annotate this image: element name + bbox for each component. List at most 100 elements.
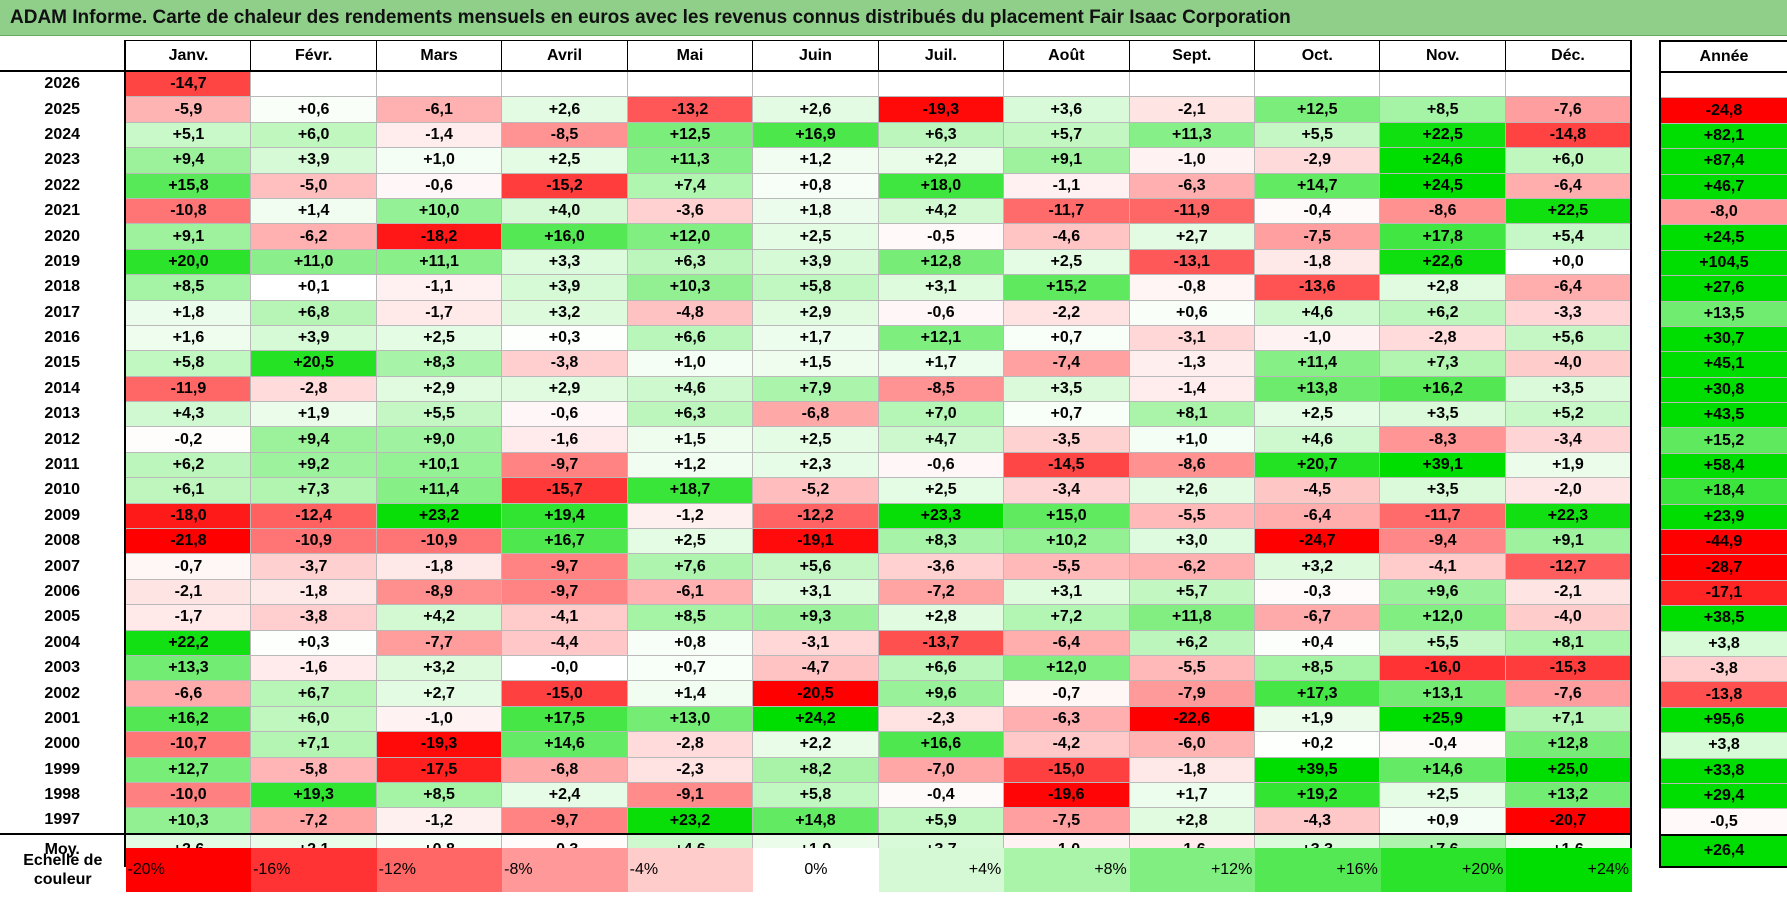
heatmap-cell: -6,3 xyxy=(1128,172,1256,199)
heatmap-cell: -1,8 xyxy=(1254,248,1381,276)
heatmap-cell: +2,6 xyxy=(501,96,628,123)
heatmap-cell: +10,1 xyxy=(375,451,503,479)
year-label: 2008 xyxy=(0,528,127,554)
heatmap-cell: +1,0 xyxy=(626,350,754,377)
heatmap-cell xyxy=(752,70,879,98)
heatmap-cell: -18,0 xyxy=(124,502,252,530)
table-row: 2014 -11,9 -2,8 +2,9 +2,9 +4,6 +7,9 -8,5 +3,5 -1,… xyxy=(0,375,1632,403)
table-row: 2026 -14,7 xyxy=(0,70,1632,98)
heatmap-cell: +1,4 xyxy=(626,680,754,707)
heatmap-cell: -13,1 xyxy=(1128,248,1256,276)
heatmap-cell: +1,7 xyxy=(877,350,1005,377)
heatmap-cell: -8,5 xyxy=(501,121,628,149)
heatmap-cell: -9,4 xyxy=(1379,528,1506,555)
heatmap-cell xyxy=(626,70,754,98)
heatmap-cell: +3,5 xyxy=(1379,477,1506,504)
heatmap-cell: -6,6 xyxy=(124,680,252,707)
heatmap-cell: +6,0 xyxy=(1504,147,1632,174)
heatmap-cell: +19,4 xyxy=(501,502,628,530)
heatmap-cell: +12,5 xyxy=(626,121,754,149)
table-row: 2005 -1,7 -3,8 +4,2 -4,1 +8,5 +9,3 +2,8 +7,2 +11,… xyxy=(0,604,1632,631)
heatmap-cell: -1,1 xyxy=(1003,172,1130,199)
heatmap-cell: -7,4 xyxy=(1003,350,1130,377)
heatmap-cell: -19,6 xyxy=(1003,781,1130,809)
heatmap-cell: -4,6 xyxy=(1003,223,1130,250)
heatmap-cell: +20,5 xyxy=(250,350,377,377)
heatmap-cell: +1,9 xyxy=(1254,705,1381,733)
heatmap-cell: +19,2 xyxy=(1254,781,1381,809)
heatmap-cell: +11,4 xyxy=(1254,350,1381,377)
heatmap-cell: -5,2 xyxy=(752,477,879,504)
heatmap-cell: -6,0 xyxy=(1128,731,1256,758)
table-row: 2002 -6,6 +6,7 +2,7 -15,0 +1,4 -20,5 +9,6 -0,7 -7… xyxy=(0,680,1632,707)
heatmap-cell: -14,8 xyxy=(1504,121,1632,149)
annual-cell: +95,6 xyxy=(1659,707,1787,734)
heatmap-cell: +7,9 xyxy=(752,375,879,403)
annual-cell: +82,1 xyxy=(1659,123,1787,150)
color-scale-legend: Echelle de couleur -20% -16% -12% -8% -4% 0% +4… xyxy=(0,848,1632,892)
heatmap-cell: +14,7 xyxy=(1254,172,1381,199)
heatmap-cell: -1,0 xyxy=(1128,147,1256,174)
heatmap-cell: -12,7 xyxy=(1504,553,1632,580)
heatmap-cell: -9,1 xyxy=(626,781,754,809)
heatmap-cell: +14,6 xyxy=(501,731,628,758)
annual-row: +38,5 xyxy=(1659,605,1787,632)
annual-cell: +104,5 xyxy=(1659,250,1787,277)
month-header-dec: Déc. xyxy=(1504,40,1632,72)
heatmap-cell: -6,1 xyxy=(375,96,503,123)
year-label: 2016 xyxy=(0,325,127,351)
color-scale-swatch: -8% xyxy=(502,848,628,892)
year-label: 2021 xyxy=(0,198,127,224)
annual-cell: +3,8 xyxy=(1659,732,1787,759)
heatmap-cell: +11,0 xyxy=(250,248,377,276)
heatmap-cell: +6,2 xyxy=(1128,629,1256,656)
heatmap-cell: -4,1 xyxy=(1379,553,1506,580)
table-row: 2010 +6,1 +7,3 +11,4 -15,7 +18,7 -5,2 +2,5 -3,4 +… xyxy=(0,477,1632,504)
heatmap-cell: +3,1 xyxy=(752,578,879,606)
heatmap-cell: +17,3 xyxy=(1254,680,1381,707)
heatmap-cell: +12,0 xyxy=(1003,654,1130,682)
year-label: 2006 xyxy=(0,579,127,605)
annual-row xyxy=(1659,72,1787,99)
heatmap-cell: +3,2 xyxy=(501,299,628,326)
month-header-oct: Oct. xyxy=(1254,40,1381,72)
heatmap-cell: +2,2 xyxy=(877,147,1005,174)
annual-cell: +27,6 xyxy=(1659,275,1787,302)
color-scale-swatch: 0% xyxy=(753,848,879,892)
heatmap-cell: +0,1 xyxy=(250,274,377,301)
heatmap-cell: +0,4 xyxy=(1254,629,1381,656)
annual-row: +29,4 xyxy=(1659,783,1787,810)
heatmap-cell: +13,1 xyxy=(1379,680,1506,707)
heatmap-cell xyxy=(375,70,503,98)
table-row: 2023 +9,4 +3,9 +1,0 +2,5 +11,3 +1,2 +2,2 +9,1 -1,… xyxy=(0,147,1632,174)
annual-row: -28,7 xyxy=(1659,554,1787,581)
year-label: 2015 xyxy=(0,350,127,377)
heatmap-cell: +13,3 xyxy=(124,654,252,682)
heatmap-cell: +5,8 xyxy=(752,274,879,301)
heatmap-cell: -20,5 xyxy=(752,680,879,707)
heatmap-cell: +0,7 xyxy=(1003,401,1130,428)
year-label: 2010 xyxy=(0,477,127,504)
year-label: 2022 xyxy=(0,173,127,199)
heatmap-cell: -4,7 xyxy=(752,654,879,682)
heatmap-cell: -2,8 xyxy=(1379,324,1506,352)
month-header-juin: Juin xyxy=(752,40,879,72)
annual-cell: -17,1 xyxy=(1659,580,1787,607)
heatmap-cell: -8,9 xyxy=(375,578,503,606)
annual-cell: +38,5 xyxy=(1659,605,1787,632)
annual-row: -8,0 xyxy=(1659,199,1787,226)
heatmap-cell: +1,2 xyxy=(752,147,879,174)
annual-row: -24,8 xyxy=(1659,97,1787,124)
heatmap-cell: +1,8 xyxy=(124,299,252,326)
color-scale-swatch: -12% xyxy=(376,848,503,892)
heatmap-cell: -1,7 xyxy=(124,604,252,631)
heatmap-cell: -6,4 xyxy=(1504,274,1632,301)
heatmap-cell: +3,0 xyxy=(1128,528,1256,555)
color-scale-swatch: +12% xyxy=(1129,848,1256,892)
heatmap-cell: +7,4 xyxy=(626,172,754,199)
heatmap-cell: +11,4 xyxy=(375,477,503,504)
heatmap-cell: -12,4 xyxy=(250,502,377,530)
heatmap-cell: +0,0 xyxy=(1504,248,1632,276)
year-label: 2002 xyxy=(0,680,127,707)
heatmap-cell: -1,2 xyxy=(375,807,503,835)
